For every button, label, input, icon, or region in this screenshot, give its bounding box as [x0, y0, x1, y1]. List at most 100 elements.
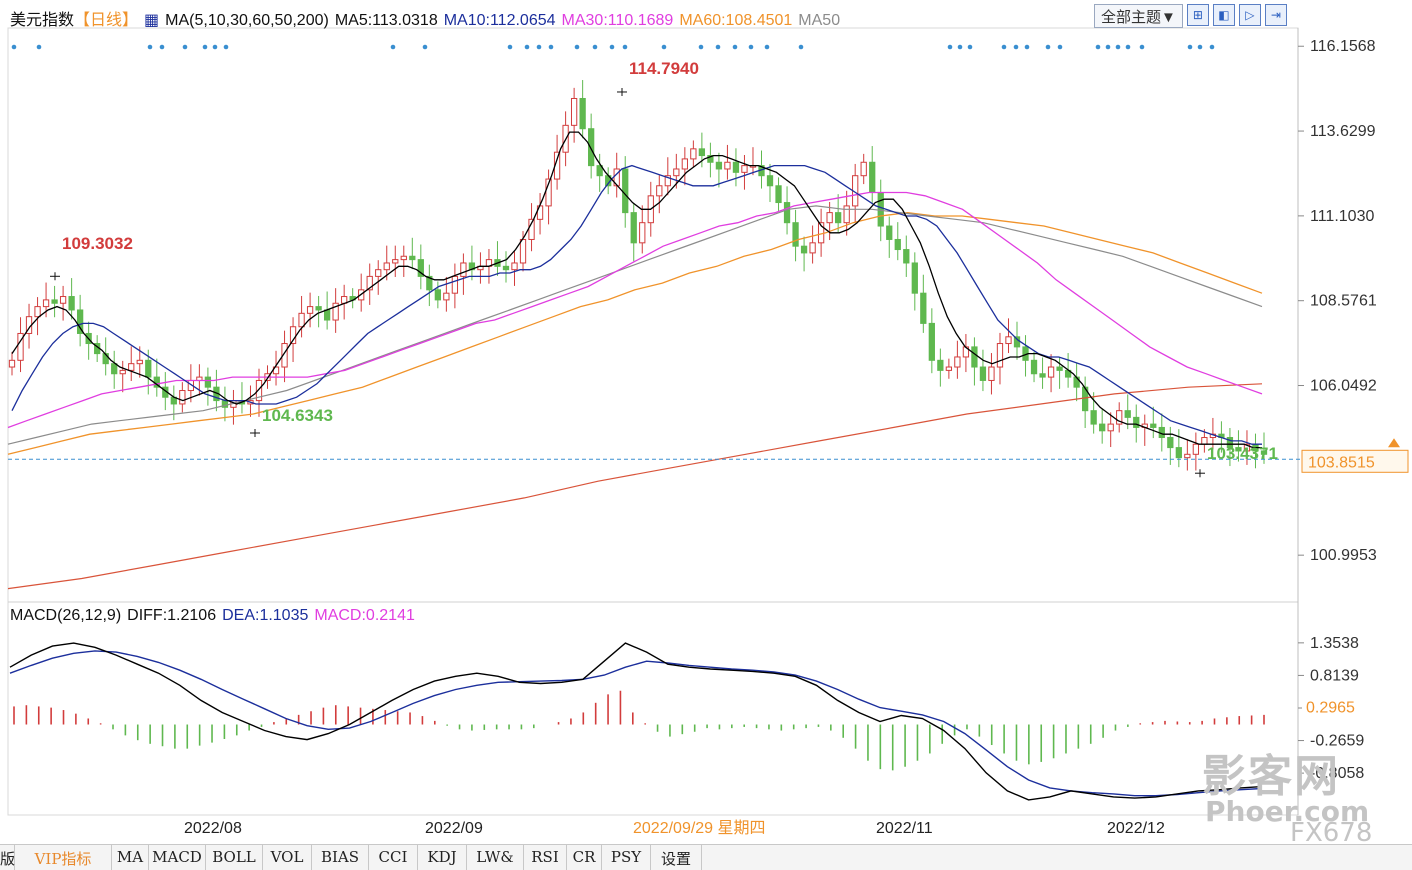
- signal-dot: [592, 44, 598, 50]
- candle-body: [860, 161, 867, 177]
- candle-body: [920, 292, 927, 324]
- tab-version[interactable]: 版: [0, 845, 15, 870]
- candle-body: [400, 255, 407, 261]
- tab-cr[interactable]: CR: [567, 845, 602, 870]
- candle-body: [971, 346, 978, 368]
- signal-dot: [967, 44, 973, 50]
- candle-body: [945, 366, 953, 371]
- signal-dot: [36, 44, 42, 50]
- macd-header: MACD(26,12,9) DIFF:1.2106 DEA:1.1035 MACD:0…: [10, 607, 421, 625]
- ma5-line: [11, 131, 1262, 449]
- candle-body: [1039, 373, 1046, 378]
- tab-vol[interactable]: VOL: [263, 845, 312, 870]
- candle-body: [1175, 447, 1182, 459]
- candle-body: [1192, 443, 1200, 455]
- candle-body: [434, 289, 441, 301]
- split-icon[interactable]: ◧: [1212, 4, 1235, 26]
- signal-dot: [609, 44, 615, 50]
- candle-body: [800, 245, 808, 254]
- candle-body: [409, 255, 416, 261]
- candle-body: [1235, 447, 1242, 452]
- tab-boll[interactable]: BOLL: [206, 845, 263, 870]
- ma-settings-icon[interactable]: ▦: [144, 12, 160, 29]
- y-tick-label-1: 113.6299: [1310, 123, 1376, 140]
- candle-body: [255, 379, 263, 402]
- ma5-value: MA5:113.0318: [334, 12, 438, 29]
- current-price-box: [1301, 449, 1409, 473]
- tab-kdj[interactable]: KDJ: [418, 845, 467, 870]
- candle-body: [76, 309, 84, 334]
- current-price-label: 103.8515: [1308, 454, 1375, 471]
- dea-value: DEA:1.1035: [222, 607, 309, 624]
- signal-dot: [1125, 44, 1131, 50]
- candle-body: [570, 97, 578, 126]
- ma-label: MA(5,10,30,60,50,200): [165, 12, 329, 29]
- macd-y-tick-label-0: 1.3538: [1310, 635, 1359, 652]
- candle-body: [59, 296, 67, 304]
- tab-cci[interactable]: CCI: [369, 845, 418, 870]
- play-icon[interactable]: ▷: [1238, 4, 1261, 26]
- candle-body: [664, 175, 671, 187]
- candle-body: [417, 259, 424, 277]
- x-axis-label-2: 2022/09/29 星期四: [633, 819, 766, 837]
- ma60-value: MA60:108.4501: [679, 12, 793, 29]
- tab-ma[interactable]: MA: [112, 845, 149, 870]
- signal-dot: [715, 44, 721, 50]
- candle-body: [843, 205, 850, 224]
- tab-vip[interactable]: VIP指标: [15, 845, 112, 870]
- layout-icon[interactable]: ⊞: [1186, 4, 1209, 26]
- signal-dot: [764, 44, 770, 50]
- candle-body: [988, 366, 995, 381]
- tab-macd[interactable]: MACD: [149, 845, 206, 870]
- indicator-tabs: 版 VIP指标 MA MACD BOLL VOL BIAS CCI KDJ LW…: [0, 844, 1412, 870]
- period-label[interactable]: 【日线】: [74, 12, 139, 29]
- signal-dot: [1115, 44, 1121, 50]
- candle-body: [1124, 410, 1131, 418]
- candle-body: [928, 322, 935, 361]
- candle-body: [17, 332, 24, 361]
- tab-lw[interactable]: LW&: [467, 845, 524, 870]
- signal-dot: [159, 44, 165, 50]
- y-tick-label-2: 111.1030: [1310, 208, 1374, 225]
- jump-end-icon[interactable]: ⇥: [1264, 4, 1287, 26]
- ma30-value: MA30:110.1689: [561, 12, 674, 29]
- ma10-value: MA10:112.0654: [443, 12, 556, 29]
- candle-body: [1005, 336, 1012, 345]
- candle-body: [1167, 437, 1174, 449]
- candle-body: [68, 296, 75, 311]
- candle-body: [1030, 359, 1038, 375]
- watermark-brand: FX678: [1290, 818, 1373, 848]
- candle-body: [741, 165, 748, 173]
- candle-body: [42, 299, 50, 308]
- candle-body: [315, 306, 322, 311]
- signal-dot: [182, 44, 188, 50]
- signal-dot: [1187, 44, 1193, 50]
- candle-body: [375, 269, 382, 277]
- candle-body: [460, 262, 467, 277]
- candle-body: [1150, 423, 1157, 428]
- tab-settings[interactable]: 设置: [651, 845, 702, 870]
- candle-body: [519, 238, 527, 264]
- candle-body: [204, 376, 212, 388]
- candle-body: [451, 275, 459, 294]
- x-axis-label-0: 2022/08: [184, 820, 242, 837]
- theme-select[interactable]: 全部主题▼: [1094, 4, 1183, 28]
- signal-dot: [11, 44, 17, 50]
- tab-psy[interactable]: PSY: [602, 845, 651, 870]
- tab-rsi[interactable]: RSI: [524, 845, 567, 870]
- candle-body: [869, 161, 876, 193]
- tab-bias[interactable]: BIAS: [312, 845, 369, 870]
- candle-body: [8, 359, 16, 368]
- macd-current-label: 0.2965: [1306, 700, 1355, 717]
- candle-body: [698, 148, 706, 157]
- candle-body: [1073, 376, 1080, 388]
- ma50-line: [7, 205, 1263, 445]
- signal-dot: [1001, 44, 1007, 50]
- signal-dot: [507, 44, 513, 50]
- macd-y-tick-label-1: 0.8139: [1310, 667, 1359, 684]
- candle-body: [894, 238, 901, 251]
- symbol-name: 美元指数: [10, 12, 75, 29]
- main-chart-header: 美元指数【日线】 ▦ MA(5,10,30,60,50,200) MA5:113.03…: [10, 6, 846, 30]
- dea-line: [9, 650, 1263, 797]
